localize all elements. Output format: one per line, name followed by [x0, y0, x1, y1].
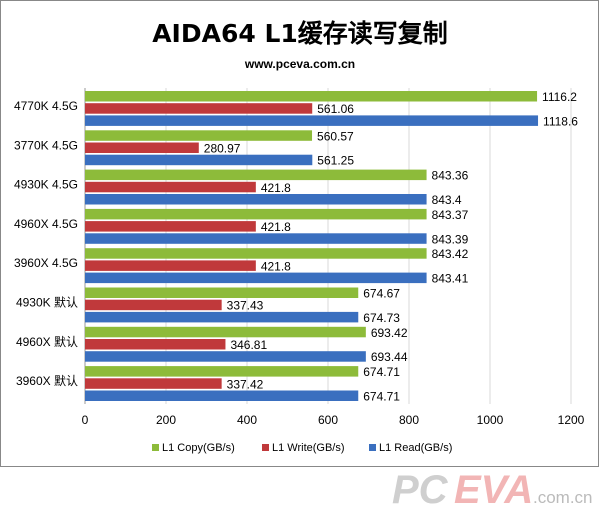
chart-subtitle: www.pceva.com.cn [244, 57, 355, 71]
bar-read [85, 233, 427, 244]
bar-copy [85, 248, 427, 259]
bar-copy [85, 208, 427, 220]
value-label: 421.8 [261, 259, 291, 273]
bar-read [85, 115, 539, 126]
value-label: 843.41 [432, 272, 469, 286]
value-label: 674.71 [363, 390, 400, 404]
bar-write [85, 339, 226, 350]
x-tick-label: 800 [399, 413, 419, 427]
bar-copy [85, 326, 366, 338]
bar-copy [85, 287, 359, 298]
bar-copy [85, 130, 313, 141]
value-label: 1118.6 [543, 114, 578, 128]
value-label: 560.57 [317, 129, 354, 143]
bar-write [85, 142, 199, 153]
bar-read [85, 351, 366, 362]
value-label: 421.8 [261, 220, 291, 234]
value-label: 693.44 [371, 350, 408, 364]
category-label: 3960X 默认 [16, 373, 78, 388]
category-label: 4960X 4.5G [14, 217, 78, 231]
bar-read [85, 154, 313, 166]
value-label: 421.8 [261, 181, 291, 195]
value-label: 674.71 [363, 365, 400, 379]
legend-label: L1 Read(GB/s) [379, 442, 452, 454]
watermark-eva: EVA [454, 468, 533, 510]
value-label: 674.67 [363, 287, 400, 301]
bar-copy [85, 366, 359, 377]
watermark-domain: .com.cn [533, 488, 593, 507]
category-label: 4930K 默认 [16, 295, 78, 310]
x-tick-label: 0 [82, 413, 89, 427]
bar-read [85, 311, 359, 323]
bar-write [85, 299, 222, 311]
legend-label: L1 Write(GB/s) [272, 442, 345, 454]
value-label: 561.06 [317, 102, 354, 116]
legend-swatch [262, 444, 269, 451]
bar-write [85, 181, 256, 193]
value-label: 693.42 [371, 326, 408, 340]
category-label: 3960X 4.5G [14, 256, 78, 270]
value-label: 337.42 [227, 377, 264, 391]
bar-copy [85, 169, 427, 181]
pceva-watermark: PC EVA .com.cn [392, 468, 593, 510]
bar-read [85, 194, 427, 205]
value-label: 561.25 [317, 154, 354, 168]
value-label: 280.97 [204, 142, 241, 156]
value-label: 843.39 [432, 232, 469, 246]
bar-write [85, 221, 256, 232]
legend-swatch [152, 444, 159, 451]
category-label: 4930K 4.5G [14, 178, 78, 192]
x-tick-label: 600 [318, 413, 338, 427]
chart-title: AIDA64 L1缓存读写复制 [152, 19, 448, 48]
bar-read [85, 390, 359, 401]
x-tick-label: 200 [156, 413, 176, 427]
category-label: 3770K 4.5G [14, 138, 78, 152]
value-label: 674.73 [363, 311, 400, 325]
category-label: 4770K 4.5G [14, 99, 78, 113]
value-label: 843.42 [432, 247, 469, 261]
bar-copy [85, 91, 538, 102]
value-label: 843.37 [432, 208, 469, 222]
bar-read [85, 272, 427, 284]
x-tick-label: 1000 [477, 413, 504, 427]
value-label: 1116.2 [542, 90, 577, 104]
legend-swatch [369, 444, 376, 451]
legend-label: L1 Copy(GB/s) [162, 442, 235, 454]
value-label: 337.43 [227, 299, 264, 313]
x-tick-label: 400 [237, 413, 257, 427]
watermark-pc: PC [392, 468, 449, 510]
bar-write [85, 103, 313, 114]
value-label: 843.4 [432, 193, 462, 207]
bar-write [85, 378, 222, 389]
value-label: 346.81 [230, 338, 267, 352]
category-label: 4960X 默认 [16, 334, 78, 349]
x-tick-label: 1200 [558, 413, 585, 427]
value-label: 843.36 [432, 169, 469, 183]
bar-write [85, 260, 256, 271]
